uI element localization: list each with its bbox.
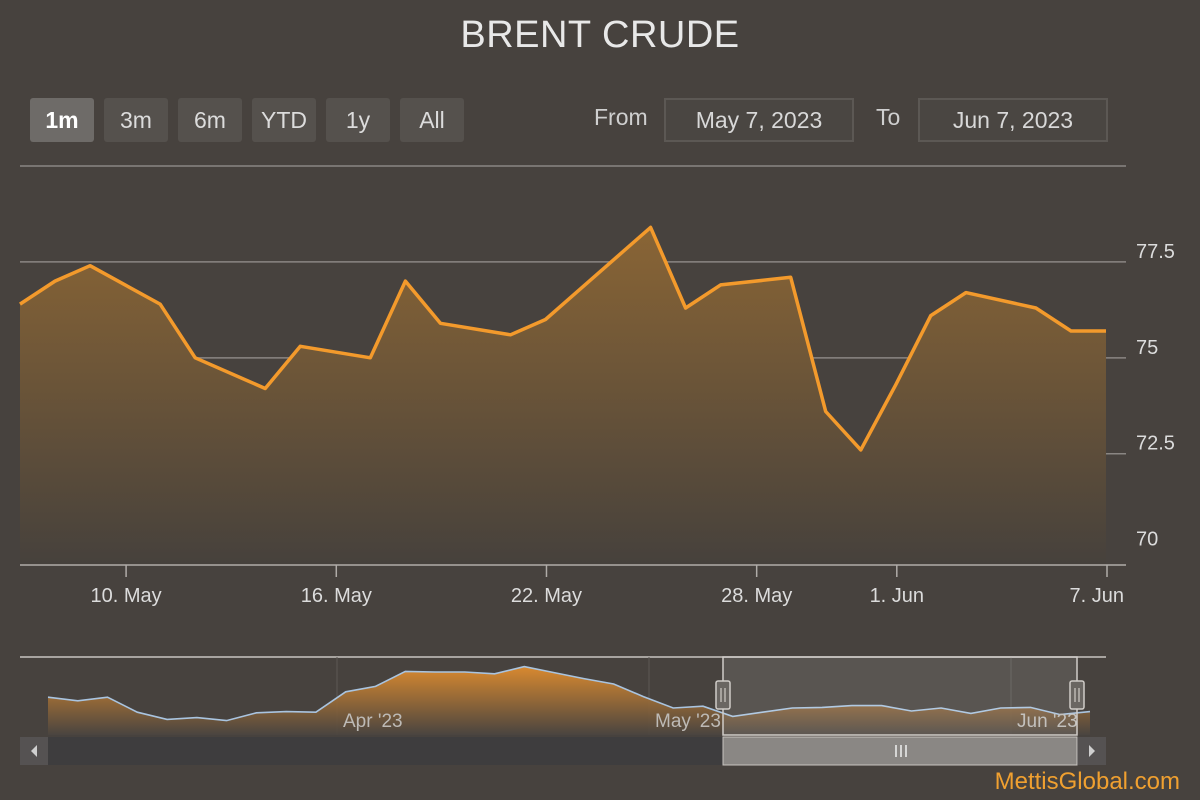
y-tick-label: 77.5 [1136,241,1175,263]
price-area [19,225,1106,565]
range-selector-buttons: 1m 3m 6m YTD 1y All [30,98,464,142]
y-tick-label: 70 [1136,529,1158,551]
range-button-6m[interactable]: 6m [178,98,242,142]
x-tick-label: 10. May [91,585,162,607]
navigator-selected-range[interactable] [722,656,1078,736]
price-area-fill [20,227,1106,565]
scroll-right-button[interactable] [1078,737,1106,765]
navigator-label: May '23 [655,711,721,732]
x-tick-label: 28. May [721,585,792,607]
price-line [19,225,1106,452]
chart-title: BRENT CRUDE [460,14,740,56]
range-button-all[interactable]: All [400,98,464,142]
range-button-1m[interactable]: 1m [30,98,94,142]
watermark: MettisGlobal.com [994,768,1180,795]
scroll-left-button[interactable] [20,737,48,765]
range-button-1y[interactable]: 1y [326,98,390,142]
from-date-input[interactable]: May 7, 2023 [664,98,854,142]
navigator-line [47,665,1091,722]
navigator-handle[interactable] [715,680,731,710]
y-tick-label: 75 [1136,337,1158,359]
y-tick-label: 72.5 [1136,433,1175,455]
to-label: To [876,104,901,130]
arrow-right-icon [1089,745,1095,757]
navigator-label: Jun '23 [1017,711,1078,732]
axes: 70 72.5 75 77.5 10. May 16. May 22. May 28. May… [20,241,1175,607]
navigator[interactable]: Apr '23 May '23 Jun '23 [20,656,1106,766]
from-label: From [594,104,648,130]
x-tick-label: 1. Jun [870,585,924,607]
scrollbar-thumb[interactable] [722,736,1078,766]
x-tick-label: 16. May [301,585,372,607]
x-tick-label: 7. Jun [1070,585,1124,607]
arrow-left-icon [31,745,37,757]
navigator-handle[interactable] [1069,680,1085,710]
range-button-ytd[interactable]: YTD [252,98,316,142]
to-date-input[interactable]: Jun 7, 2023 [918,98,1108,142]
navigator-area [48,666,1090,735]
navigator-label: Apr '23 [343,711,403,732]
x-tick-label: 22. May [511,585,582,607]
range-button-3m[interactable]: 3m [104,98,168,142]
